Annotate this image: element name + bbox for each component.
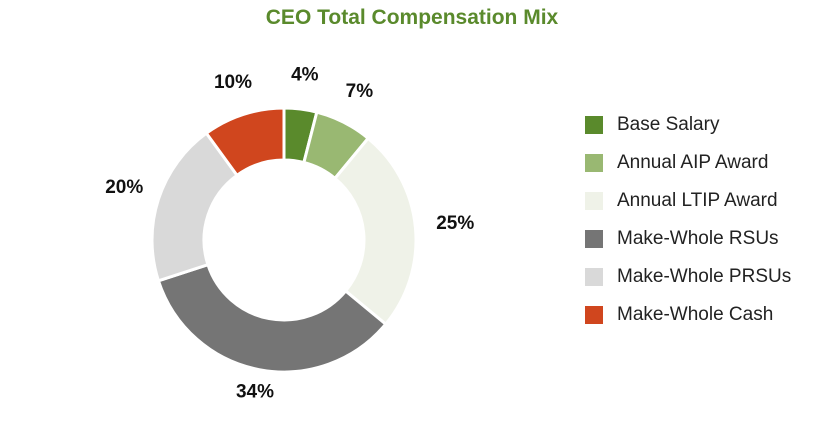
legend-item-make-whole-rsus: Make-Whole RSUs [585, 220, 820, 258]
legend-label: Make-Whole RSUs [617, 228, 779, 249]
legend-swatch [585, 306, 603, 324]
slice-annual-ltip-award [332, 136, 418, 327]
legend-item-annual-aip-award: Annual AIP Award [585, 144, 820, 182]
percent-label-annual-ltip-award: 25% [436, 213, 474, 234]
legend-swatch [585, 268, 603, 286]
percent-label-make-whole-prsus: 20% [105, 177, 143, 198]
legend-item-make-whole-cash: Make-Whole Cash [585, 296, 820, 334]
percent-labels: 4% 7% 25% 34% 20% 10% [105, 64, 474, 402]
percent-label-annual-aip-award: 7% [346, 81, 374, 102]
donut-slices [150, 106, 418, 374]
percent-label-make-whole-cash: 10% [214, 72, 252, 93]
legend: Base Salary Annual AIP Award Annual LTIP A… [585, 106, 820, 334]
legend-item-make-whole-prsus: Make-Whole PRSUs [585, 258, 820, 296]
legend-label: Base Salary [617, 114, 720, 135]
legend-swatch [585, 154, 603, 172]
legend-item-annual-ltip-award: Annual LTIP Award [585, 182, 820, 220]
percent-label-base-salary: 4% [291, 64, 319, 85]
chart-title: CEO Total Compensation Mix [265, 6, 559, 29]
slice-make-whole-cash [204, 106, 286, 178]
donut-chart: 4% 7% 25% 34% 20% 10% [105, 64, 474, 402]
legend-swatch [585, 230, 603, 248]
legend-label: Annual AIP Award [617, 152, 769, 173]
legend-swatch [585, 116, 603, 134]
legend-label: Make-Whole Cash [617, 304, 774, 325]
percent-label-make-whole-rsus: 34% [236, 381, 274, 402]
slice-make-whole-rsus [156, 262, 388, 374]
legend-label: Annual LTIP Award [617, 190, 778, 211]
legend-item-base-salary: Base Salary [585, 106, 820, 144]
legend-swatch [585, 192, 603, 210]
legend-label: Make-Whole PRSUs [617, 266, 792, 287]
